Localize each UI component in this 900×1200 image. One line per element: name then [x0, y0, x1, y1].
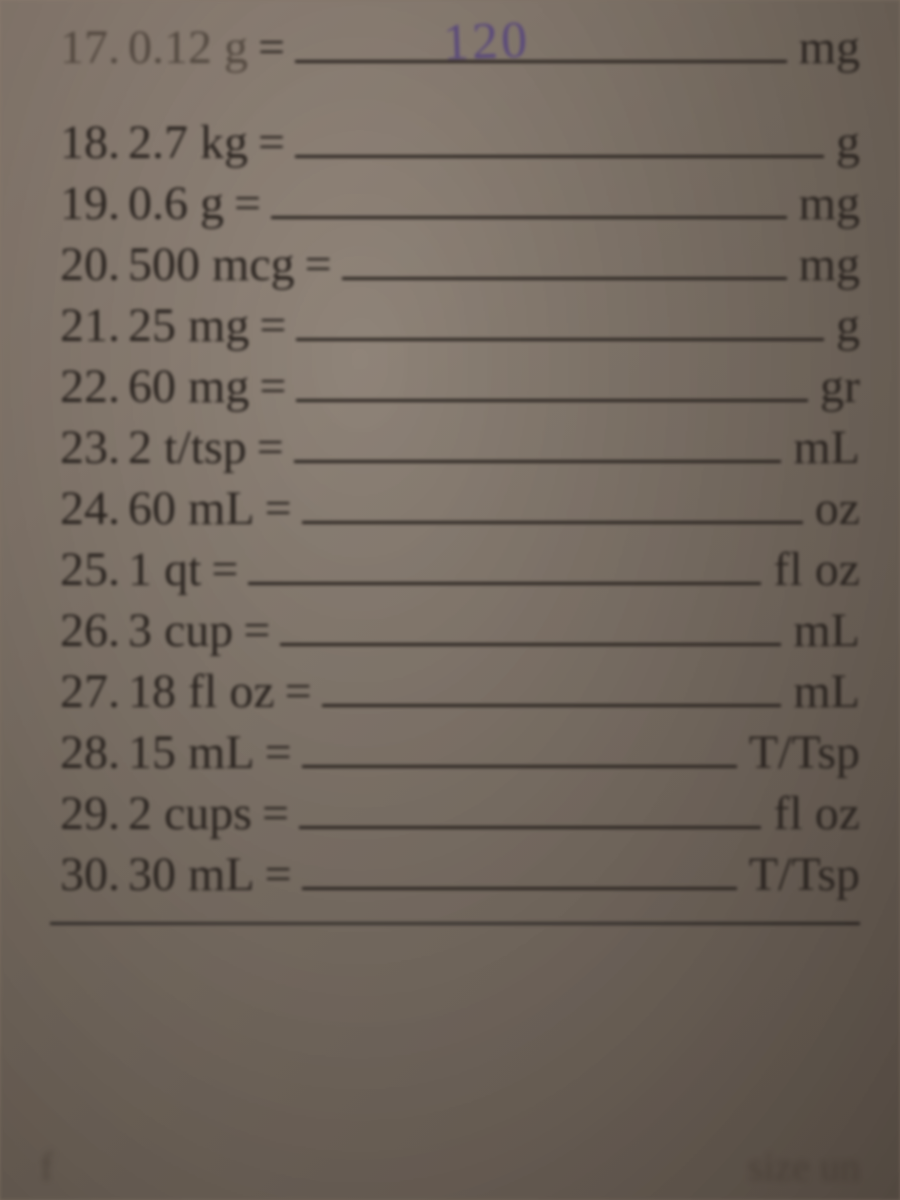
- problem-number: 19.: [50, 176, 120, 231]
- equals-sign: =: [265, 847, 292, 902]
- equals-sign: =: [234, 176, 261, 231]
- answer-unit: mg: [799, 237, 860, 292]
- bottom-right-fragment: size un: [748, 1143, 860, 1190]
- problem-value: 30 mL: [128, 847, 255, 902]
- answer-unit: gr: [820, 359, 860, 414]
- problem-row: 28. 15 mL = T/Tsp: [50, 725, 860, 780]
- problem-number: 30.: [50, 847, 120, 902]
- answer-blank[interactable]: [302, 521, 803, 524]
- problem-row: 25. 1 qt = fl oz: [50, 542, 860, 597]
- problem-row: 24. 60 mL = oz: [50, 481, 860, 536]
- equals-sign: =: [211, 542, 238, 597]
- problem-row: 26. 3 cup = mL: [50, 603, 860, 658]
- answer-unit: mL: [793, 664, 860, 719]
- equals-sign: =: [262, 786, 289, 841]
- problem-number: 22.: [50, 359, 120, 414]
- problem-value: 18 fl oz: [128, 664, 275, 719]
- problem-number: 26.: [50, 603, 120, 658]
- equals-sign: =: [285, 664, 312, 719]
- problem-number: 29.: [50, 786, 120, 841]
- worksheet-container: 17. 0.12 g = 120 mg 18. 2.7 kg = g 19. 0…: [0, 0, 900, 945]
- answer-blank[interactable]: [299, 826, 761, 829]
- problem-value: 2.7 kg: [128, 115, 248, 170]
- equals-sign: =: [243, 603, 270, 658]
- bottom-left-fragment: f: [40, 1143, 53, 1190]
- answer-unit: mL: [793, 420, 860, 475]
- answer-blank[interactable]: [322, 704, 782, 707]
- problem-number: 23.: [50, 420, 120, 475]
- problem-number: 17.: [50, 20, 120, 75]
- answer-blank[interactable]: [295, 155, 824, 158]
- problem-value: 60 mg: [128, 359, 249, 414]
- equals-sign: =: [305, 237, 332, 292]
- problem-row: 30. 30 mL = T/Tsp: [50, 847, 860, 902]
- problem-number: 18.: [50, 115, 120, 170]
- problem-number: 25.: [50, 542, 120, 597]
- equals-sign: =: [265, 481, 292, 536]
- answer-blank[interactable]: [342, 277, 787, 280]
- problem-row: 18. 2.7 kg = g: [50, 115, 860, 170]
- problem-row: 29. 2 cups = fl oz: [50, 786, 860, 841]
- answer-unit: T/Tsp: [749, 847, 860, 902]
- answer-unit: mL: [793, 603, 860, 658]
- answer-unit: g: [836, 115, 860, 170]
- answer-unit: T/Tsp: [749, 725, 860, 780]
- answer-unit: oz: [815, 481, 860, 536]
- problem-value: 2 cups: [128, 786, 252, 841]
- answer-blank[interactable]: [294, 460, 782, 463]
- problem-value: 1 qt: [128, 542, 201, 597]
- answer-blank[interactable]: 120: [295, 60, 787, 63]
- answer-blank[interactable]: [302, 887, 737, 890]
- answer-unit: g: [836, 298, 860, 353]
- problem-value: 0.6 g: [128, 176, 224, 231]
- answer-blank[interactable]: [271, 216, 787, 219]
- problem-value: 3 cup: [128, 603, 233, 658]
- equals-sign: =: [258, 20, 285, 75]
- equals-sign: =: [259, 298, 286, 353]
- problem-value: 60 mL: [128, 481, 255, 536]
- equals-sign: =: [265, 725, 292, 780]
- problem-value: 500 mcg: [128, 237, 295, 292]
- problem-number: 28.: [50, 725, 120, 780]
- problem-number: 24.: [50, 481, 120, 536]
- bottom-cutoff-text: f size un: [0, 1080, 900, 1200]
- problem-number: 21.: [50, 298, 120, 353]
- problem-value: 2 t/tsp: [128, 420, 247, 475]
- answer-blank[interactable]: [302, 765, 737, 768]
- answer-unit: mg: [799, 20, 860, 75]
- problem-row: 21. 25 mg = g: [50, 298, 860, 353]
- problem-row: 27. 18 fl oz = mL: [50, 664, 860, 719]
- problem-row: 20. 500 mcg = mg: [50, 237, 860, 292]
- equals-sign: =: [259, 359, 286, 414]
- answer-blank[interactable]: [248, 582, 761, 585]
- answer-blank[interactable]: [296, 399, 808, 402]
- problem-value: 0.12 g: [128, 20, 248, 75]
- problem-number: 20.: [50, 237, 120, 292]
- problem-row: 22. 60 mg = gr: [50, 359, 860, 414]
- answer-blank[interactable]: [280, 643, 781, 646]
- equals-sign: =: [258, 115, 285, 170]
- equals-sign: =: [257, 420, 284, 475]
- answer-unit: fl oz: [773, 542, 860, 597]
- problem-row: 19. 0.6 g = mg: [50, 176, 860, 231]
- answer-unit: fl oz: [773, 786, 860, 841]
- answer-unit: mg: [799, 176, 860, 231]
- handwritten-answer: 120: [442, 10, 531, 72]
- problem-value: 15 mL: [128, 725, 255, 780]
- section-divider: [50, 922, 860, 925]
- problem-row: 17. 0.12 g = 120 mg: [50, 20, 860, 75]
- problem-number: 27.: [50, 664, 120, 719]
- answer-blank[interactable]: [296, 338, 824, 341]
- problem-value: 25 mg: [128, 298, 249, 353]
- problem-row: 23. 2 t/tsp = mL: [50, 420, 860, 475]
